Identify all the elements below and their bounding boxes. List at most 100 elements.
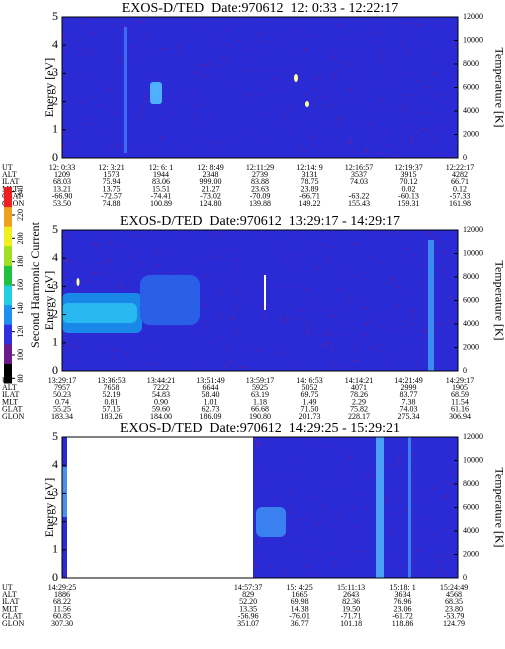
- ephemeris-value: 2739: [252, 170, 268, 179]
- texture: [414, 255, 416, 257]
- texture: [83, 23, 86, 25]
- ephemeris-value: -63.22: [349, 192, 370, 201]
- texture: [62, 35, 65, 37]
- texture: [220, 255, 222, 257]
- texture: [204, 304, 206, 306]
- texture: [330, 346, 333, 349]
- texture: [329, 310, 332, 312]
- y2-tick-label: 10000: [463, 248, 483, 257]
- texture: [381, 99, 384, 101]
- texture: [183, 145, 185, 147]
- ephemeris-value: 12:19:37: [394, 163, 422, 172]
- texture: [111, 24, 113, 26]
- texture: [323, 521, 326, 523]
- texture: [412, 323, 415, 325]
- texture: [410, 143, 413, 145]
- texture: [256, 33, 259, 36]
- texture: [369, 346, 372, 349]
- ephemeris-value: 12: 6: 1: [149, 163, 173, 172]
- texture: [425, 329, 428, 331]
- texture: [334, 56, 336, 58]
- texture: [244, 345, 246, 347]
- texture: [421, 330, 424, 332]
- texture: [140, 60, 142, 62]
- texture: [359, 92, 361, 94]
- texture: [169, 249, 171, 251]
- texture: [411, 454, 414, 456]
- ephemeris-value: 66.68: [251, 405, 269, 414]
- texture: [159, 118, 162, 120]
- texture: [193, 105, 195, 107]
- texture: [261, 481, 263, 483]
- texture: [402, 130, 405, 132]
- texture: [357, 20, 360, 22]
- y2-tick-label: 0: [463, 153, 467, 162]
- y-tick-label: 0: [52, 150, 58, 164]
- texture: [422, 128, 425, 130]
- texture: [303, 93, 306, 95]
- texture: [66, 51, 68, 53]
- ephemeris-value: 1944: [153, 170, 169, 179]
- texture: [74, 360, 76, 362]
- texture: [446, 494, 448, 496]
- texture: [368, 123, 370, 125]
- ephemeris-value: 23.80: [445, 604, 463, 613]
- panel-title: EXOS-D/TED Date:970612 14:29:25 - 15:29:…: [120, 421, 400, 436]
- ephemeris-value: 2.29: [352, 397, 366, 406]
- y2-axis-label: Temperature [K]: [492, 467, 505, 547]
- texture: [335, 518, 337, 520]
- texture: [413, 310, 415, 312]
- texture: [280, 316, 282, 318]
- texture: [223, 366, 226, 369]
- y-tick-label: 4: [52, 457, 58, 471]
- gap: [67, 437, 253, 578]
- feature: [256, 507, 286, 537]
- texture: [86, 48, 88, 51]
- texture: [342, 62, 345, 64]
- texture: [340, 450, 342, 452]
- ephemeris-value: 7957: [54, 383, 70, 392]
- texture: [249, 69, 252, 71]
- ephemeris-value: 13:29:17: [48, 376, 76, 385]
- texture: [382, 50, 384, 52]
- ephemeris-value: 0.74: [55, 397, 69, 406]
- ephemeris-value: 82.36: [342, 597, 360, 606]
- ephemeris-value: 999.00: [200, 177, 222, 186]
- texture: [334, 565, 337, 567]
- texture: [357, 34, 360, 37]
- texture: [272, 501, 275, 503]
- feature: [376, 437, 384, 578]
- texture: [224, 60, 227, 62]
- y2-tick-label: 10000: [463, 455, 483, 464]
- y-tick-label: 4: [52, 37, 58, 51]
- texture: [221, 236, 223, 238]
- colorbar-band: [4, 187, 12, 208]
- ephemeris-value: 23.89: [301, 184, 319, 193]
- texture: [453, 235, 456, 237]
- texture: [115, 246, 117, 248]
- texture: [334, 364, 336, 366]
- texture: [64, 271, 66, 273]
- ephemeris-value: 2643: [343, 590, 359, 599]
- colorbar-band: [4, 343, 12, 364]
- texture: [218, 19, 221, 22]
- texture: [316, 76, 319, 79]
- colorbar-tick-label: 200: [16, 232, 25, 244]
- feature: [76, 278, 80, 286]
- ephemeris-value: 183.26: [101, 412, 123, 421]
- ephemeris-value: 76.96: [394, 597, 412, 606]
- ephemeris-value: 63.19: [251, 390, 269, 399]
- texture: [335, 480, 337, 482]
- texture: [224, 29, 227, 31]
- texture: [277, 349, 280, 351]
- texture: [426, 491, 428, 493]
- texture: [347, 324, 349, 327]
- texture: [62, 144, 64, 147]
- texture: [316, 35, 318, 38]
- texture: [312, 145, 315, 147]
- texture: [161, 139, 164, 141]
- y-tick-label: 5: [52, 222, 58, 236]
- texture: [218, 74, 220, 77]
- texture: [90, 281, 93, 283]
- texture: [300, 148, 302, 150]
